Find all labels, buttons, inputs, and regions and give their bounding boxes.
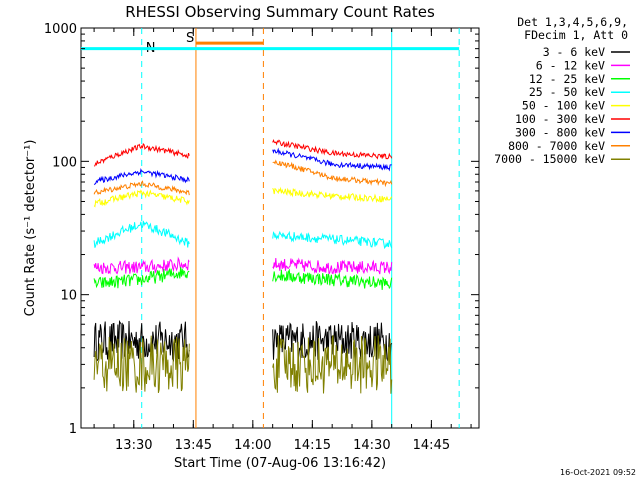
x-axis-title: Start Time (07-Aug-06 13:16:42) [174,456,386,471]
legend-header-line-2: FDecim 1, Att 0 [524,28,628,42]
y-tick-label: 100 [52,155,77,170]
x-tick-label: 13:30 [115,438,152,453]
legend-entry-label: 3 - 6 keV [543,45,605,59]
series-line [93,180,190,196]
series-line [93,256,190,275]
series-line [272,321,393,361]
legend-entry-label: 100 - 300 keV [515,112,605,126]
legend-entry-label: 6 - 12 keV [536,58,605,72]
series-line [93,168,190,185]
series-line [272,147,392,172]
series-line [272,138,393,160]
series-line [272,257,393,276]
x-tick-label: 14:45 [413,438,450,453]
chart-title: RHESSI Observing Summary Count Rates [125,3,435,21]
legend-entry-label: 25 - 50 keV [529,85,605,99]
x-tick-label: 14:00 [234,438,271,453]
series-line [272,268,393,290]
legend-entry-label: 12 - 25 keV [529,72,605,86]
legend-entry-label: 300 - 800 keV [515,125,605,139]
y-axis-title: Count Rate (s⁻¹ detector⁻¹) [23,140,38,317]
data-lines: NS [81,28,460,428]
plot-frame [80,27,480,429]
legend-entry-label: 7000 - 15000 keV [494,152,605,166]
x-tick-label: 14:30 [353,438,390,453]
legend-entry-label: 800 - 7000 keV [508,139,605,153]
series-line [93,267,190,289]
series-line [272,159,393,188]
series-line [93,335,190,394]
series-line [93,220,190,248]
series-line [272,186,393,204]
legend-entry-label: 50 - 100 keV [522,99,605,113]
series-line [272,335,393,394]
legend: Det 1,3,4,5,6,9, FDecim 1, Att 0 3 - 6 k… [494,15,630,166]
series-line [93,143,190,167]
y-tick-label: 1 [69,422,77,437]
legend-header-line-1: Det 1,3,4,5,6,9, [517,15,628,29]
axis-ticks: 13:30 13:45 14:00 14:15 14:30 14:45 1 10 100 1000 [44,22,479,453]
series-line [93,189,190,208]
y-tick-label: 10 [60,289,77,304]
annotation-label: S [186,31,194,46]
plot-area: NS [80,27,480,429]
x-tick-label: 14:15 [294,438,331,453]
timestamp-stamp: 16-Oct-2021 09:52 [560,468,636,477]
y-tick-label: 1000 [44,22,77,37]
series-line [272,230,393,250]
x-tick-label: 13:45 [175,438,212,453]
